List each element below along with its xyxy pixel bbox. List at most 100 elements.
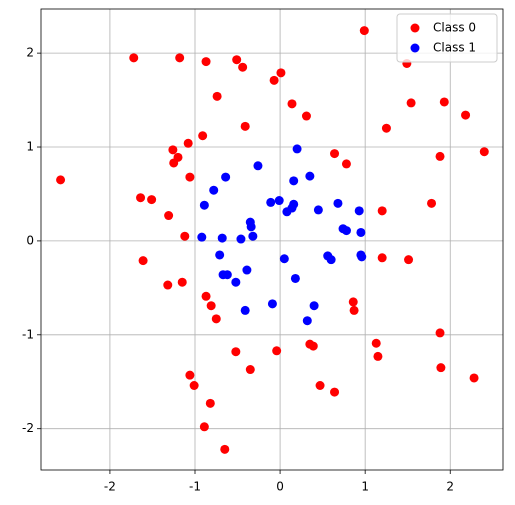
point (201, 57, 211, 67)
x-tick-label: 1 (361, 480, 369, 494)
x-tick-label: -2 (104, 480, 116, 494)
point (272, 346, 282, 356)
point (371, 338, 381, 348)
point (163, 280, 173, 290)
point (354, 206, 364, 216)
point (211, 314, 221, 324)
point (199, 200, 209, 210)
point (231, 347, 241, 357)
point (274, 196, 284, 206)
point (183, 138, 193, 148)
point (305, 171, 315, 181)
point (253, 161, 263, 171)
x-tick-label: 2 (446, 480, 454, 494)
point (197, 232, 207, 242)
y-tick-label: -1 (22, 327, 34, 341)
point (341, 226, 351, 236)
point (185, 370, 195, 380)
point (205, 398, 215, 408)
point (231, 277, 241, 287)
point (313, 205, 323, 215)
point (406, 98, 416, 108)
point (326, 255, 336, 265)
point (381, 123, 391, 133)
point (222, 270, 232, 280)
point (469, 373, 479, 383)
point (220, 444, 230, 454)
point (267, 299, 277, 309)
point (168, 145, 178, 155)
point (357, 252, 367, 262)
point (315, 380, 325, 390)
x-tick-label: -1 (189, 480, 201, 494)
point (461, 110, 471, 120)
point (287, 99, 297, 109)
point (305, 339, 315, 349)
x-tick-label: 0 (276, 480, 284, 494)
point (341, 159, 351, 169)
point (242, 265, 252, 275)
point (246, 222, 256, 232)
y-tick-label: 2 (26, 46, 34, 60)
point (206, 301, 216, 311)
legend-label: Class 0 (433, 21, 476, 35)
point (136, 193, 146, 203)
y-tick-label: -2 (22, 421, 34, 435)
point (164, 211, 174, 221)
point (279, 254, 289, 264)
point (198, 131, 208, 141)
point (56, 175, 66, 185)
point (185, 172, 195, 182)
legend-box (396, 13, 498, 63)
point (180, 231, 190, 241)
point (276, 68, 286, 78)
point (377, 253, 387, 263)
legend: Class 0 Class 1 (396, 13, 498, 63)
point (373, 351, 383, 361)
point (348, 297, 358, 307)
point (129, 53, 139, 63)
point (404, 255, 414, 265)
point (427, 198, 437, 208)
y-tick-label: 0 (26, 233, 34, 247)
point (356, 227, 366, 237)
point (290, 273, 300, 283)
point (236, 234, 246, 244)
point (147, 195, 157, 205)
point (435, 151, 445, 161)
point (138, 256, 148, 266)
legend-marker (410, 43, 420, 53)
point (330, 387, 340, 397)
point (359, 26, 369, 36)
point (177, 277, 187, 287)
point (238, 62, 248, 72)
point (377, 206, 387, 216)
point (248, 231, 258, 241)
point (302, 316, 312, 326)
point (169, 158, 179, 168)
legend-label: Class 1 (433, 41, 476, 55)
legend-marker (410, 23, 420, 33)
point (245, 365, 255, 375)
point (240, 121, 250, 131)
point (309, 301, 319, 311)
point (301, 111, 311, 121)
point (269, 75, 279, 85)
point (221, 172, 231, 182)
point (289, 176, 299, 186)
point (479, 147, 489, 157)
y-tick-label: 1 (26, 140, 34, 154)
point (349, 305, 359, 315)
point (232, 55, 242, 65)
point (209, 185, 219, 195)
point (266, 197, 276, 207)
point (289, 199, 299, 209)
point (435, 328, 445, 338)
plot-frame (40, 8, 504, 471)
point (217, 233, 227, 243)
point (199, 422, 209, 432)
point (175, 53, 185, 63)
point (292, 144, 302, 154)
point (189, 380, 199, 390)
